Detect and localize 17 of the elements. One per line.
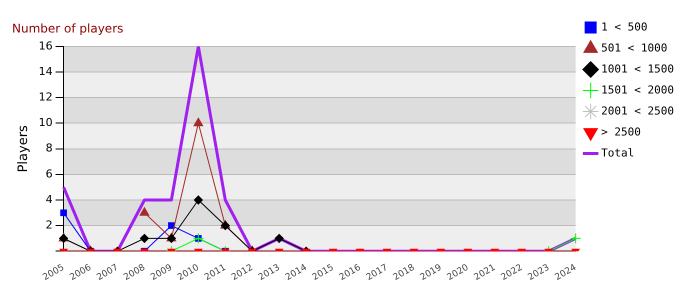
y-tick-label: 16 <box>38 39 53 52</box>
legend-label: Total <box>601 146 634 160</box>
legend-label: > 2500 <box>601 125 641 138</box>
y-tick-label: 12 <box>38 90 53 104</box>
y-tick-label: 6 <box>46 167 53 180</box>
y-tick-label: 10 <box>38 116 53 130</box>
legend-label: 1 < 500 <box>601 20 648 34</box>
y-tick-label: 2 <box>46 218 53 232</box>
y-tick-label: 4 <box>46 192 53 206</box>
y-axis-title: Players <box>16 124 32 172</box>
legend-label: 2001 < 2500 <box>601 104 674 118</box>
legend-label: 1001 < 1500 <box>601 62 674 76</box>
y-tick-label: 14 <box>38 64 53 78</box>
legend-label: 501 < 1000 <box>601 41 668 54</box>
chart-title: Number of players <box>12 21 124 36</box>
legend-label: 1501 < 2000 <box>601 83 674 96</box>
y-tick-label: 8 <box>46 142 53 155</box>
